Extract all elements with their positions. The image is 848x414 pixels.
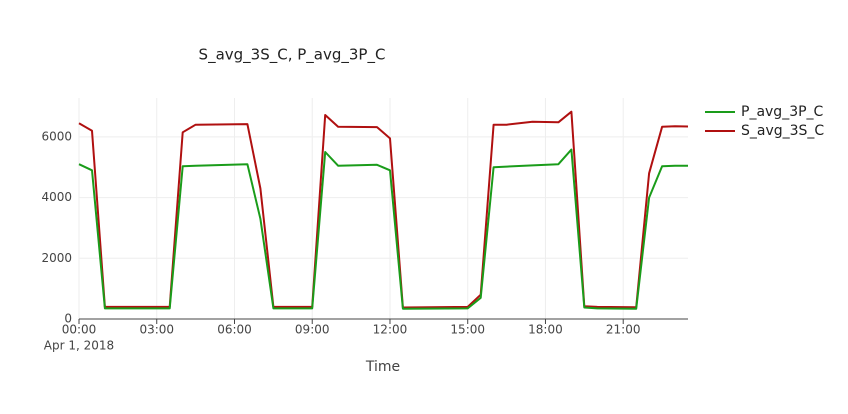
- y-tick-label: 4000: [41, 190, 72, 204]
- y-tick-label: 6000: [41, 129, 72, 143]
- x-tick-label: 00:00: [62, 323, 97, 337]
- x-tick-label: 03:00: [139, 323, 174, 337]
- x-tick-label: 12:00: [373, 323, 408, 337]
- legend-label: S_avg_3S_C: [741, 123, 824, 139]
- y-tick-label: 0: [64, 312, 72, 326]
- y-tick-label: 2000: [41, 251, 72, 265]
- legend-label: P_avg_3P_C: [741, 104, 824, 120]
- x-tick-date: Apr 1, 2018: [44, 339, 114, 353]
- x-tick-label: 15:00: [450, 323, 485, 337]
- x-tick-label: 18:00: [528, 323, 563, 337]
- x-tick-label: 06:00: [217, 323, 252, 337]
- series-line: [78, 148, 688, 310]
- x-tick-label: 21:00: [606, 323, 641, 337]
- series-line: [78, 110, 689, 309]
- chart-title: S_avg_3S_C, P_avg_3P_C: [199, 46, 386, 65]
- x-axis-label: Time: [365, 359, 400, 375]
- x-tick-label: 09:00: [295, 323, 330, 337]
